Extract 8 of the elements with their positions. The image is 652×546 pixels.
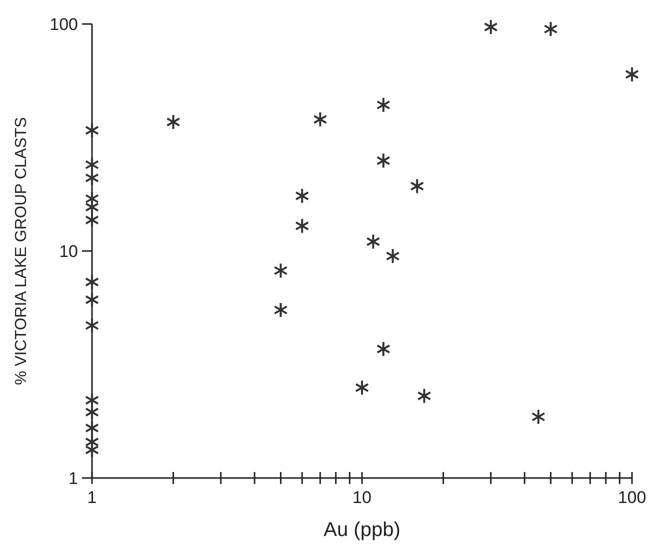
y-tick-label: 10: [59, 242, 78, 261]
y-tick-label: 100: [50, 14, 78, 34]
x-tick-label: 10: [352, 488, 372, 507]
y-tick-label: 1: [68, 468, 78, 488]
x-tick-label: 1: [87, 488, 97, 507]
x-axis-title: Au (ppb): [324, 519, 400, 541]
x-tick-label: 100: [618, 488, 646, 507]
y-axis-title: % VICTORIA LAKE GROUP CLASTS: [13, 117, 30, 385]
